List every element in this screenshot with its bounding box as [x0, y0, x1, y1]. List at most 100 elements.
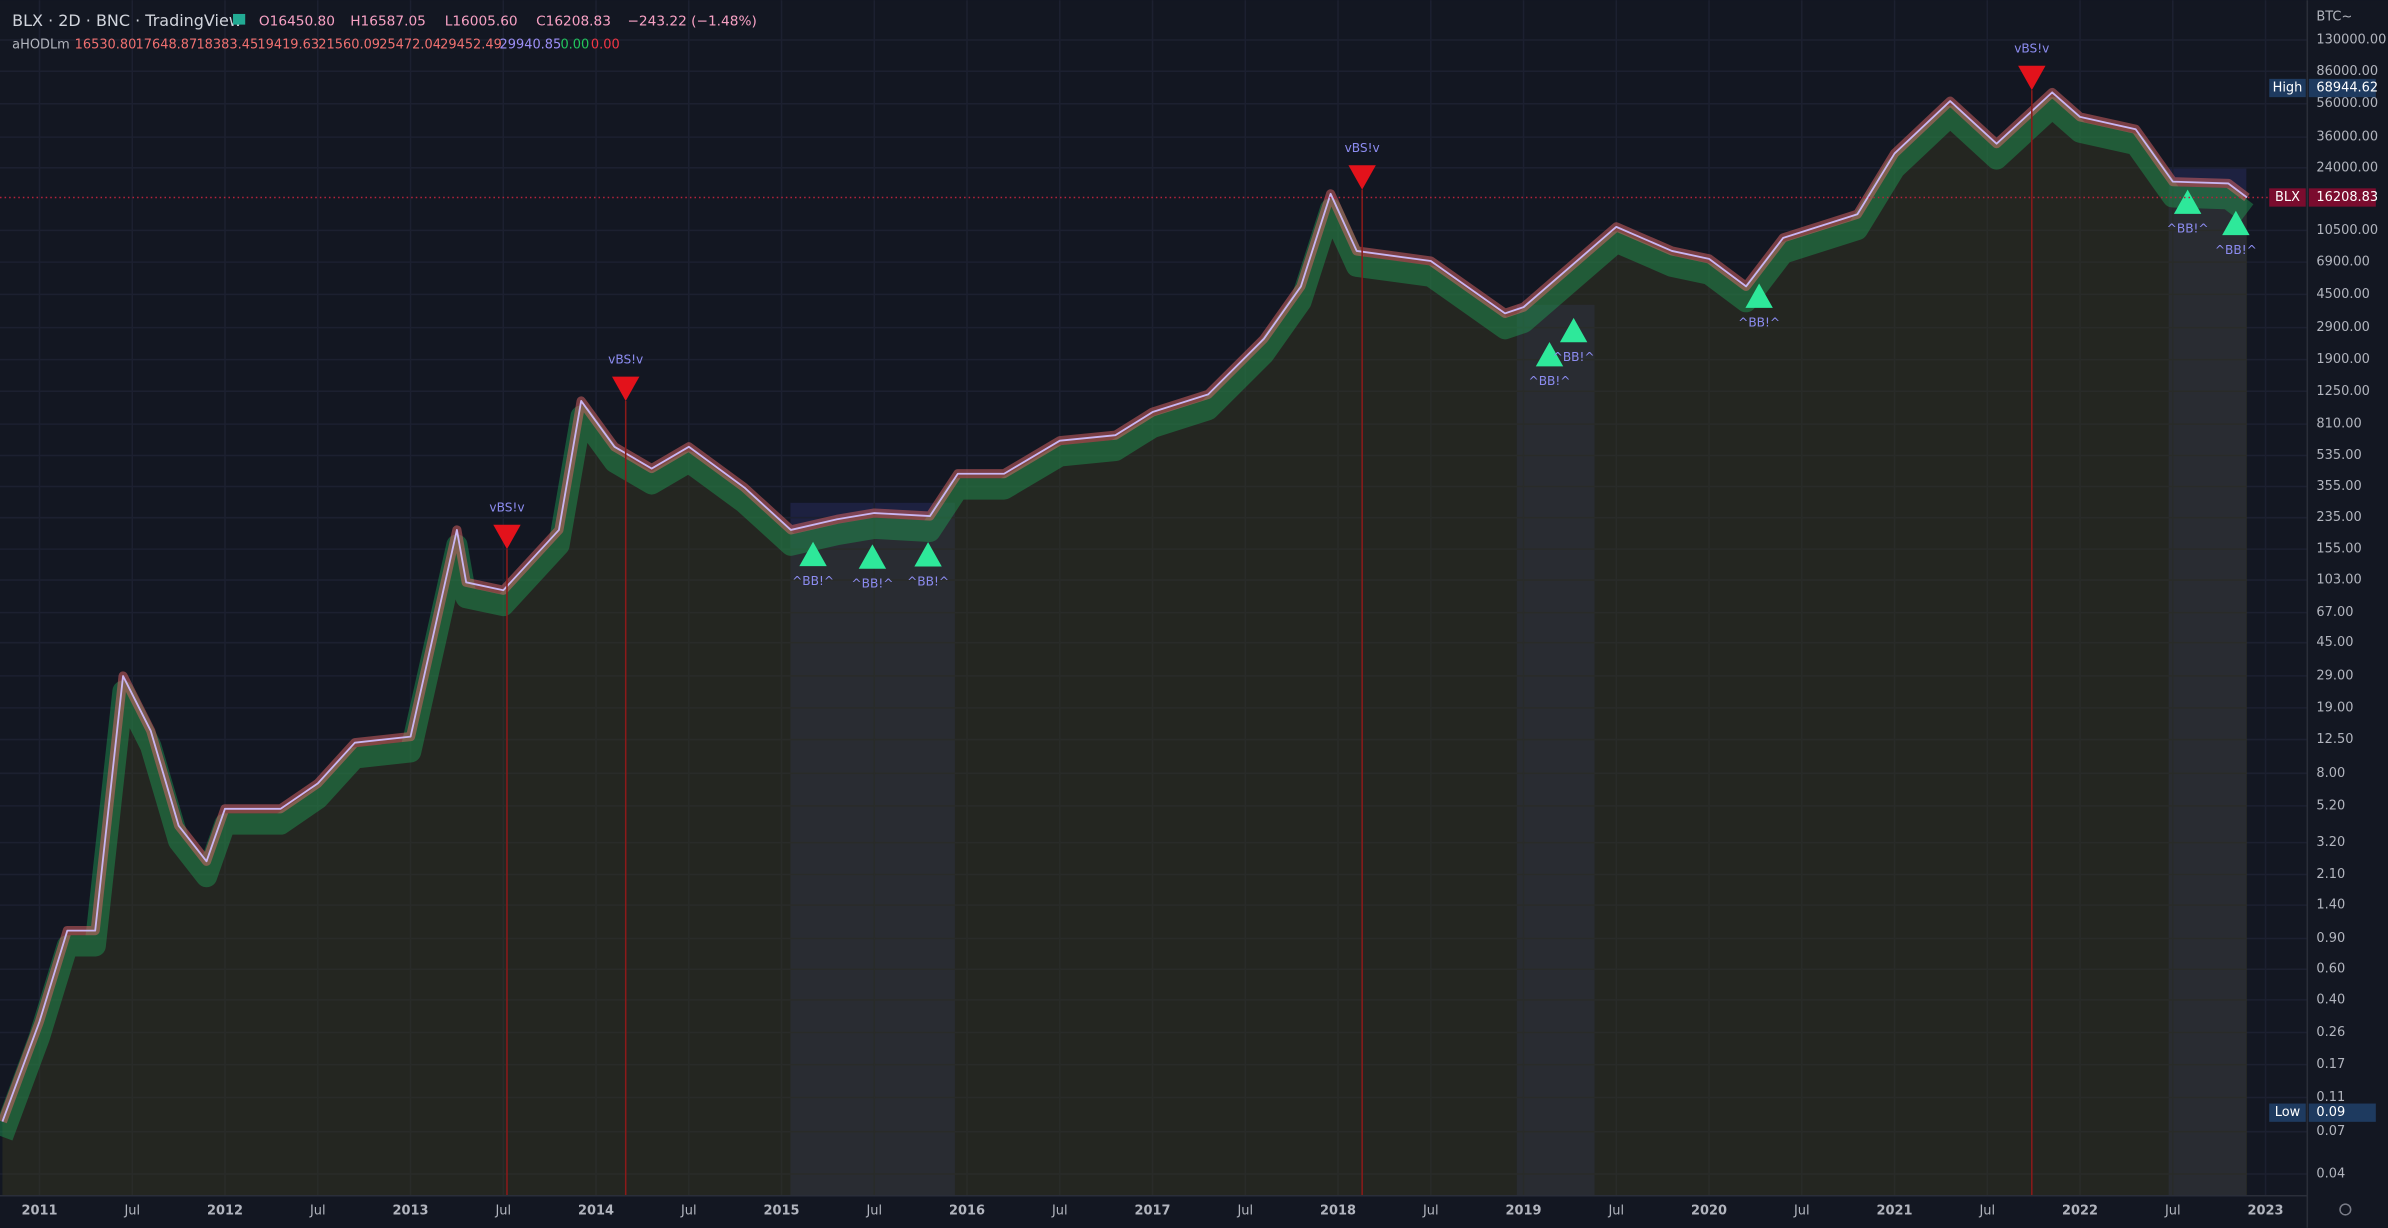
indicator-value: 25472.04	[379, 37, 441, 52]
buy-label: ^BB!^	[907, 574, 949, 588]
x-tick-label: Jul	[123, 1204, 140, 1219]
y-tick-label: 0.26	[2316, 1025, 2345, 1040]
indicator-value: 0.00	[591, 37, 620, 52]
change: −243.22 (−1.48%)	[627, 14, 756, 30]
y-tick-label: 24000.00	[2316, 160, 2378, 175]
indicator-value: 29452.49	[440, 37, 502, 52]
y-tick-label: 0.07	[2316, 1124, 2345, 1139]
x-tick-label: Jul	[680, 1204, 697, 1219]
indicator-value: 0.00	[560, 37, 589, 52]
y-tick-label: 0.17	[2316, 1057, 2345, 1072]
y-tick-label: 29.00	[2316, 668, 2353, 683]
buy-marker	[1535, 341, 1564, 367]
grid	[0, 0, 2308, 1196]
buy-label: ^BB!^	[2167, 222, 2209, 236]
x-tick-label: Jul	[1978, 1204, 1995, 1219]
y-tick-label: 355.00	[2316, 479, 2361, 494]
x-tick-label: 2016	[949, 1204, 985, 1219]
x-tick-label: 2012	[207, 1204, 243, 1219]
y-tick-label: 810.00	[2316, 417, 2361, 432]
x-tick-label: 2020	[1691, 1204, 1727, 1219]
buy-label: ^BB!^	[1738, 316, 1780, 330]
y-tick-label: 235.00	[2316, 510, 2361, 525]
y-tick-label: 3.20	[2316, 835, 2345, 850]
price-badge-name-text: Low	[2275, 1105, 2301, 1120]
price-badge-name	[2269, 1103, 2306, 1122]
y-tick-label: 67.00	[2316, 605, 2353, 620]
indicator-value: 29940.85	[500, 37, 562, 52]
y-tick-label: 45.00	[2316, 635, 2353, 650]
buy-marker	[914, 542, 942, 567]
price-badge-value: 16208.83	[2316, 190, 2378, 205]
buy-marker	[799, 541, 827, 567]
x-tick-label: Jul	[1793, 1204, 1810, 1219]
currency-menu[interactable]: BTC~	[2316, 10, 2352, 25]
x-tick-label: Jul	[494, 1204, 511, 1219]
price-badge-name-text: High	[2273, 81, 2303, 96]
indicator-name: aHODLm	[12, 37, 70, 52]
price-line	[1, 91, 2248, 1122]
x-tick-label: 2014	[578, 1204, 614, 1219]
ohlc: O16450.80 H16587.05 L16005.60 C16208.83 …	[259, 14, 757, 30]
y-tick-label: 0.40	[2316, 992, 2345, 1007]
y-tick-label: 2900.00	[2316, 320, 2370, 335]
buy-label: ^BB!^	[1529, 374, 1571, 388]
x-tick-label: 2019	[1506, 1204, 1542, 1219]
y-tick-label: 6900.00	[2316, 255, 2370, 270]
indicator-value: 17648.87	[136, 37, 198, 52]
y-tick-label: 36000.00	[2316, 130, 2378, 145]
low: L16005.60	[445, 14, 518, 30]
x-tick-label: 2011	[22, 1204, 58, 1219]
sell-marker	[493, 524, 521, 550]
y-tick-label: 4500.00	[2316, 287, 2370, 302]
y-tick-label: 12.50	[2316, 732, 2353, 747]
x-tick-label: Jul	[309, 1204, 326, 1219]
y-tick-label: 8.00	[2316, 766, 2345, 781]
price-badge-name-text: BLX	[2275, 190, 2300, 205]
y-tick-label: 0.11	[2316, 1090, 2345, 1105]
plot: vBS!v vBS!v vBS!v vBS!v ^BB!^ ^BB!^ ^BB!^ ^BB!^…	[0, 42, 2308, 1196]
buy-label: ^BB!^	[2215, 243, 2257, 257]
y-tick-label: 130000.00	[2316, 33, 2386, 48]
y-tick-label: 5.20	[2316, 798, 2345, 813]
buy-marker	[2173, 189, 2202, 214]
sell-label: vBS!v	[489, 501, 524, 515]
x-tick-label: 2021	[1877, 1204, 1913, 1219]
y-tick-label: 0.60	[2316, 962, 2345, 977]
y-tick-label: 1250.00	[2316, 384, 2370, 399]
high: H16587.05	[350, 14, 426, 30]
y-tick-label: 1900.00	[2316, 352, 2370, 367]
sell-label: vBS!v	[608, 352, 643, 366]
x-tick-label: Jul	[1051, 1204, 1068, 1219]
settings-icon[interactable]	[2339, 1203, 2352, 1216]
price-badge	[2308, 78, 2376, 98]
x-tick-label: Jul	[1236, 1204, 1253, 1219]
buy-marker	[1559, 317, 1588, 343]
hodl-ribbon	[0, 96, 2254, 1141]
buy-label: ^BB!^	[792, 574, 834, 588]
sell-label: vBS!v	[2014, 42, 2049, 56]
sell-marker	[1348, 165, 1376, 190]
x-tick-label: Jul	[1422, 1204, 1439, 1219]
y-tick-label: 2.10	[2316, 867, 2345, 882]
buy-zones	[790, 167, 2247, 1196]
y-tick-label: 0.04	[2316, 1167, 2345, 1182]
buy-zone	[1516, 304, 1595, 1196]
x-tick-label: 2013	[393, 1204, 429, 1219]
open: O16450.80	[259, 14, 335, 30]
sell-marker	[611, 376, 640, 401]
flag-icon[interactable]	[233, 13, 246, 25]
y-tick-label: 103.00	[2316, 573, 2361, 588]
indicator-value: 16530.80	[75, 37, 137, 52]
y-tick-label: 0.90	[2316, 931, 2345, 946]
y-tick-label: 535.00	[2316, 448, 2361, 463]
x-tick-label: 2017	[1135, 1204, 1171, 1219]
price-badge-name	[2269, 188, 2306, 207]
x-tick-label: Jul	[2164, 1204, 2181, 1219]
indicator-value: 19419.63	[257, 37, 319, 52]
sell-label: vBS!v	[1345, 141, 1380, 155]
y-tick-label: 155.00	[2316, 542, 2361, 557]
buy-label: ^BB!^	[1553, 350, 1595, 364]
x-tick-label: 2015	[764, 1204, 800, 1219]
